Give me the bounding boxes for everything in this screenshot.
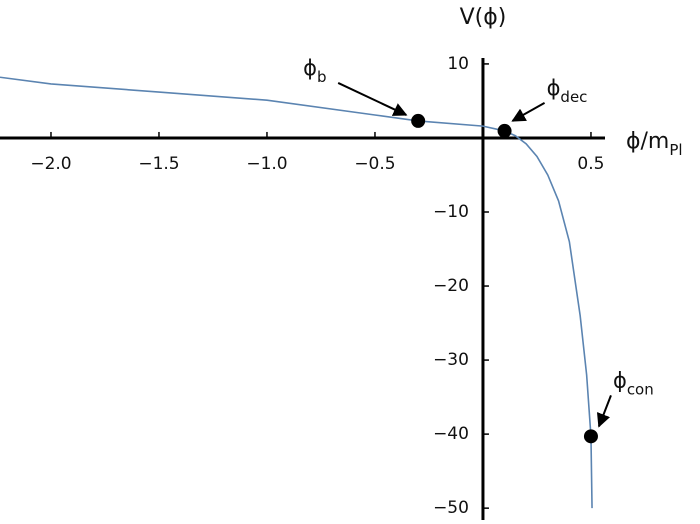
y-tick-label: −20 xyxy=(433,276,469,296)
annotation-arrow xyxy=(511,102,546,122)
y-tick-label: −30 xyxy=(433,350,469,370)
x-tick-label: −1.0 xyxy=(246,154,287,174)
point xyxy=(583,429,598,444)
point-label: ϕdec xyxy=(547,76,588,106)
point-label: ϕb xyxy=(303,56,326,86)
annotation-arrow xyxy=(596,394,612,428)
x-tick-label: 0.5 xyxy=(577,154,604,174)
point-label: ϕcon xyxy=(613,368,654,398)
annotation-arrow xyxy=(337,82,408,116)
y-tick-label: −10 xyxy=(433,202,469,222)
point-label-main: ϕ xyxy=(303,56,317,80)
point-label-main: ϕ xyxy=(547,76,561,100)
x-tick-label: −0.5 xyxy=(354,154,395,174)
curve xyxy=(0,76,593,509)
point xyxy=(497,123,512,138)
y-tick-label: −40 xyxy=(433,424,469,444)
point-label-sub: dec xyxy=(560,87,587,105)
point-label-sub: con xyxy=(627,380,654,398)
x-axis-label-sub: Pl xyxy=(669,141,682,159)
x-axis-label-main: ϕ/m xyxy=(626,129,669,154)
point-label-main: ϕ xyxy=(613,368,627,392)
y-tick-label: −50 xyxy=(433,498,469,518)
x-axis-label: ϕ/mPl xyxy=(626,129,683,159)
y-axis-label: V(ϕ) xyxy=(460,5,507,30)
x-tick-label: −1.5 xyxy=(138,154,179,174)
point xyxy=(411,113,426,128)
point-label-sub: b xyxy=(317,67,327,85)
y-tick-label: 10 xyxy=(447,54,469,74)
x-tick-label: −2.0 xyxy=(30,154,71,174)
